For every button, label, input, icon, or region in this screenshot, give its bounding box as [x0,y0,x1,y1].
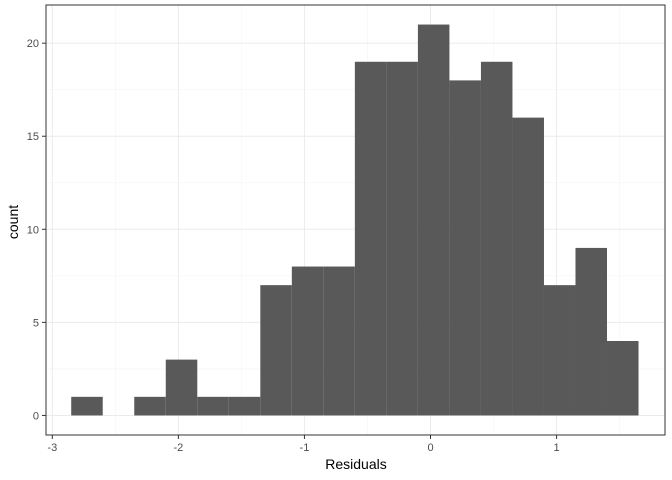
histogram-bar [291,266,324,416]
x-tick-label: -2 [173,442,183,454]
histogram-bar [260,285,292,416]
histogram-bar [71,396,103,416]
histogram-bar [228,396,261,416]
y-tick-label: 20 [27,38,39,50]
histogram-bar [575,247,608,416]
histogram-bar [543,285,576,416]
y-axis-ticks: 0 5 10 15 20 [27,38,46,422]
x-axis-ticks: -3 -2 -1 0 1 [47,435,560,454]
histogram-bar [323,266,355,416]
histogram-bar [354,61,387,416]
x-axis-title: Residuals [325,456,386,472]
y-tick-label: 10 [27,224,39,236]
x-tick-label: -1 [300,442,310,454]
y-axis-title: count [5,205,21,239]
x-tick-label: 1 [554,442,560,454]
histogram-bar [386,61,418,416]
histogram-bar [165,359,198,416]
histogram-bar [607,340,639,416]
histogram-bar [197,396,229,416]
x-tick-label: -3 [47,442,57,454]
histogram-bar [134,396,166,416]
histogram-bars [71,24,639,416]
y-tick-label: 15 [27,131,39,143]
histogram-bar [480,61,513,416]
panel-border [45,4,666,436]
histogram-bar [512,117,544,416]
y-tick-label: 0 [33,410,39,422]
histogram-bar [449,80,481,416]
x-tick-label: 0 [427,442,433,454]
histogram-bar [417,24,450,416]
y-tick-label: 5 [33,317,39,329]
